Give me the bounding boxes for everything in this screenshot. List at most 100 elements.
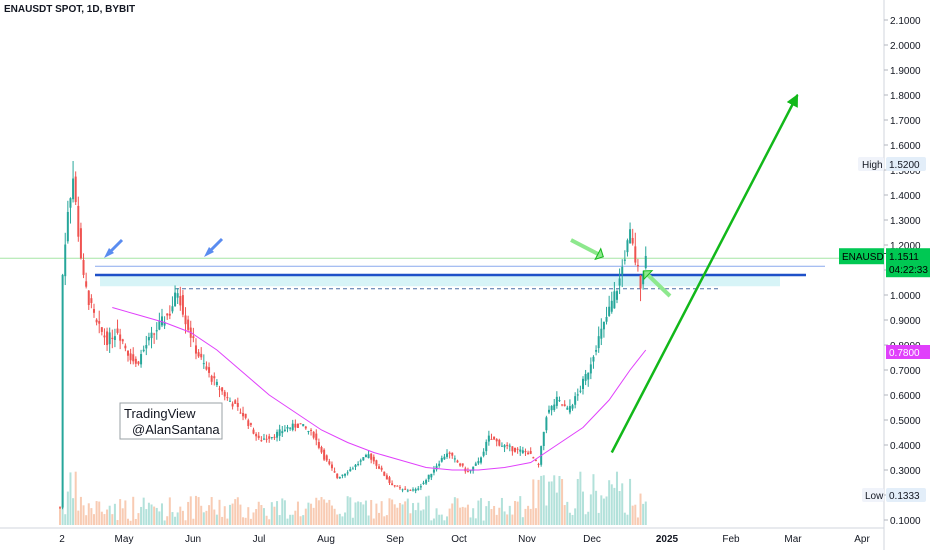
price-tick-label: 0.5000 <box>890 416 921 427</box>
candle-body <box>155 330 158 332</box>
candle-body <box>459 463 462 466</box>
projection-arrow <box>610 93 799 454</box>
green-arrow-bottom-shaft <box>646 273 672 298</box>
volume-bar <box>137 513 140 525</box>
volume-bar <box>121 508 124 525</box>
time-tick-label: 2 <box>59 534 65 545</box>
candle-body <box>393 485 396 487</box>
volume-bar <box>540 475 543 525</box>
candle-body <box>218 388 221 390</box>
volume-bar <box>106 509 109 525</box>
volume-bar <box>623 512 626 525</box>
volume-bar <box>323 499 326 525</box>
volume-bar <box>90 508 93 525</box>
volume-bar <box>208 505 211 525</box>
time-tick-label: Jun <box>185 534 201 545</box>
price-tick-label: 0.7000 <box>890 366 921 377</box>
volume-bar <box>419 510 422 525</box>
candle-body <box>92 309 95 313</box>
volume-bar <box>276 501 279 525</box>
candle-body <box>401 489 404 491</box>
time-tick-label: Aug <box>317 534 335 545</box>
volume-bar <box>380 501 383 525</box>
volume-bar <box>508 505 511 525</box>
volume-bar <box>519 496 522 525</box>
candle-body <box>639 275 642 289</box>
candle-body <box>205 366 208 370</box>
volume-bar <box>307 502 310 525</box>
volume-bar <box>582 491 584 525</box>
candle-body <box>398 487 401 489</box>
volume-bar <box>66 491 69 525</box>
candle-body <box>503 445 506 448</box>
candle-body <box>443 456 446 460</box>
volume-bar <box>453 497 456 525</box>
volume-bar <box>587 511 590 525</box>
volume-bar <box>409 513 412 525</box>
candle-body <box>404 488 407 490</box>
volume-bar <box>527 505 530 525</box>
volume-bar <box>299 516 302 525</box>
volume-bar <box>545 505 548 525</box>
volume-bar <box>605 496 608 525</box>
candle-body <box>448 452 451 454</box>
time-tick-label: Feb <box>722 534 740 545</box>
high-value-bg <box>886 157 926 171</box>
candle-body <box>126 350 129 356</box>
volume-bar <box>247 507 250 525</box>
volume-bar <box>427 495 430 525</box>
volume-bar <box>566 501 569 525</box>
volume-bar <box>312 507 315 525</box>
candle-body <box>414 489 417 492</box>
candle-body <box>333 471 336 473</box>
candle-body <box>553 404 556 411</box>
candle-body <box>615 291 618 300</box>
candle-body <box>396 485 399 487</box>
candle-body <box>527 452 530 455</box>
price-tick-label: 1.6000 <box>890 141 921 152</box>
volume-bar <box>202 512 205 525</box>
volume-bar <box>286 518 289 525</box>
volume-bar <box>103 514 106 525</box>
candle-body <box>255 433 258 437</box>
volume-bar <box>485 506 488 525</box>
candle-body <box>542 431 545 447</box>
candle-body <box>160 316 163 326</box>
volume-bar <box>210 497 213 525</box>
high-label-bg <box>858 157 884 171</box>
volume-bar <box>495 514 498 525</box>
time-tick-label: Jul <box>253 534 266 545</box>
candle-body <box>561 404 564 406</box>
volume-bar <box>192 518 195 525</box>
volume-bar <box>615 471 618 525</box>
candle-body <box>435 465 438 470</box>
candle-body <box>589 364 592 374</box>
volume-bar <box>406 498 409 525</box>
candle-body <box>325 455 328 461</box>
volume-bar <box>626 514 629 525</box>
volume-bar <box>126 518 129 525</box>
candle-body <box>566 407 569 410</box>
symbol-title[interactable]: ENAUSDT SPOT, 1D, BYBIT <box>4 4 136 15</box>
candle-body <box>262 438 265 440</box>
volume-bar <box>404 501 407 525</box>
candle-body <box>226 397 229 399</box>
candle-body <box>422 482 425 485</box>
candle-body <box>299 423 302 425</box>
candle-body <box>498 439 501 446</box>
volume-bar <box>435 508 438 525</box>
volume-bar <box>451 503 454 525</box>
candle-body <box>357 463 360 465</box>
volume-bar <box>456 498 459 525</box>
volume-bar <box>320 497 323 525</box>
volume-bar <box>584 514 587 525</box>
candle-body <box>98 321 101 324</box>
candle-body <box>328 461 331 465</box>
volume-bar <box>422 509 425 525</box>
last-price-value: 1.1511 <box>889 252 919 263</box>
candle-body <box>508 445 511 447</box>
volume-bar <box>239 504 242 525</box>
volume-bar <box>362 504 365 525</box>
